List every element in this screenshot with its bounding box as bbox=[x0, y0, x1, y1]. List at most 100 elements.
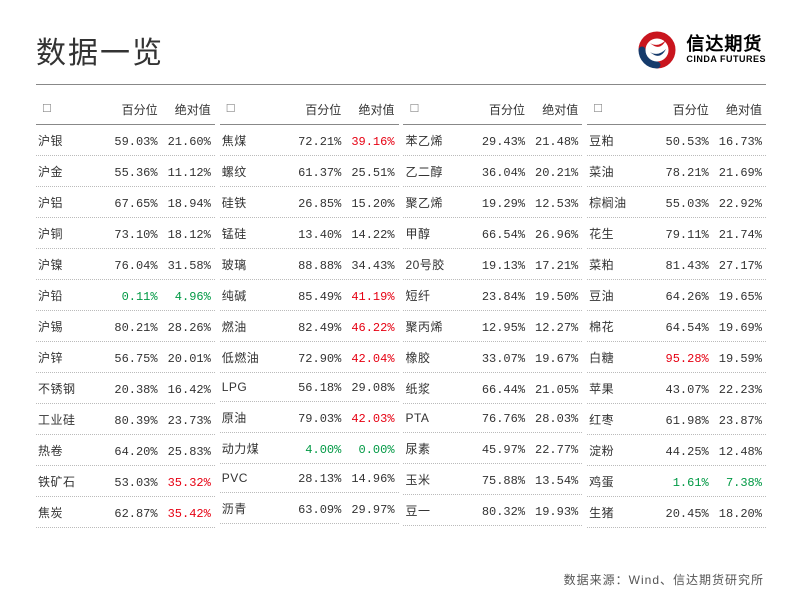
row-percentile: 23.84% bbox=[468, 290, 525, 304]
row-percentile: 44.25% bbox=[652, 445, 709, 459]
table-row: 动力煤4.00%0.00% bbox=[220, 433, 399, 464]
row-absolute: 0.00% bbox=[341, 443, 398, 457]
table-row: 燃油82.49%46.22% bbox=[220, 311, 399, 342]
row-absolute: 13.54% bbox=[525, 474, 582, 488]
row-absolute: 22.92% bbox=[709, 197, 766, 211]
row-name: 豆粕 bbox=[587, 132, 651, 149]
table-row: 橡胶33.07%19.67% bbox=[403, 342, 582, 373]
table-row: 纸浆66.44%21.05% bbox=[403, 373, 582, 404]
row-percentile: 55.36% bbox=[100, 166, 157, 180]
row-name: 低燃油 bbox=[220, 349, 284, 366]
table-row: PTA76.76%28.03% bbox=[403, 404, 582, 433]
table-row: 沪铝67.65%18.94% bbox=[36, 187, 215, 218]
row-name: 棉花 bbox=[587, 318, 651, 335]
logo-cn: 信达期货 bbox=[686, 35, 766, 55]
row-absolute: 35.32% bbox=[158, 476, 215, 490]
row-absolute: 23.73% bbox=[158, 414, 215, 428]
header-percentile: 百分位 bbox=[100, 101, 157, 118]
column-header: 百分位绝对值 bbox=[36, 95, 215, 125]
table-row: LPG56.18%29.08% bbox=[220, 373, 399, 402]
row-name: 红枣 bbox=[587, 411, 651, 428]
row-absolute: 15.20% bbox=[341, 197, 398, 211]
row-absolute: 22.23% bbox=[709, 383, 766, 397]
row-absolute: 29.97% bbox=[341, 503, 398, 517]
header-rule bbox=[36, 84, 766, 85]
row-percentile: 55.03% bbox=[652, 197, 709, 211]
row-name: 聚丙烯 bbox=[403, 318, 467, 335]
table-row: 玻璃88.88%34.43% bbox=[220, 249, 399, 280]
row-name: 鸡蛋 bbox=[587, 473, 651, 490]
table-row: 短纤23.84%19.50% bbox=[403, 280, 582, 311]
table-row: 玉米75.88%13.54% bbox=[403, 464, 582, 495]
data-source-footer: 数据来源：Wind、信达期货研究所 bbox=[564, 571, 764, 588]
data-columns: 百分位绝对值沪银59.03%21.60%沪金55.36%11.12%沪铝67.6… bbox=[36, 95, 766, 528]
row-name: 玻璃 bbox=[220, 256, 284, 273]
row-percentile: 12.95% bbox=[468, 321, 525, 335]
row-name: 乙二醇 bbox=[403, 163, 467, 180]
header-percentile: 百分位 bbox=[468, 101, 525, 118]
row-name: 苯乙烯 bbox=[403, 132, 467, 149]
row-percentile: 78.21% bbox=[652, 166, 709, 180]
header-absolute: 绝对值 bbox=[525, 101, 582, 118]
header: 数据一览 信达期货 CINDA FUTURES bbox=[36, 28, 766, 72]
table-row: 沪金55.36%11.12% bbox=[36, 156, 215, 187]
table-row: 苯乙烯29.43%21.48% bbox=[403, 125, 582, 156]
row-name: 原油 bbox=[220, 409, 284, 426]
row-absolute: 22.77% bbox=[525, 443, 582, 457]
row-percentile: 75.88% bbox=[468, 474, 525, 488]
table-row: 沪铅0.11%4.96% bbox=[36, 280, 215, 311]
table-row: 聚乙烯19.29%12.53% bbox=[403, 187, 582, 218]
row-name: 工业硅 bbox=[36, 411, 100, 428]
table-row: 工业硅80.39%23.73% bbox=[36, 404, 215, 435]
table-row: 沪铜73.10%18.12% bbox=[36, 218, 215, 249]
row-name: 硅铁 bbox=[220, 194, 284, 211]
row-name: 菜油 bbox=[587, 163, 651, 180]
table-row: 热卷64.20%25.83% bbox=[36, 435, 215, 466]
row-percentile: 79.03% bbox=[284, 412, 341, 426]
table-row: 沪银59.03%21.60% bbox=[36, 125, 215, 156]
row-absolute: 12.53% bbox=[525, 197, 582, 211]
row-name: 动力煤 bbox=[220, 440, 284, 457]
table-row: PVC28.13%14.96% bbox=[220, 464, 399, 493]
row-name: 沪金 bbox=[36, 163, 100, 180]
row-absolute: 42.04% bbox=[341, 352, 398, 366]
table-row: 鸡蛋1.61%7.38% bbox=[587, 466, 766, 497]
table-row: 聚丙烯12.95%12.27% bbox=[403, 311, 582, 342]
table-row: 原油79.03%42.03% bbox=[220, 402, 399, 433]
table-row: 白糖95.28%19.59% bbox=[587, 342, 766, 373]
row-percentile: 79.11% bbox=[652, 228, 709, 242]
column-header: 百分位绝对值 bbox=[587, 95, 766, 125]
row-absolute: 46.22% bbox=[341, 321, 398, 335]
row-absolute: 21.60% bbox=[158, 135, 215, 149]
row-absolute: 23.87% bbox=[709, 414, 766, 428]
row-name: 花生 bbox=[587, 225, 651, 242]
row-percentile: 76.04% bbox=[100, 259, 157, 273]
data-column: 百分位绝对值沪银59.03%21.60%沪金55.36%11.12%沪铝67.6… bbox=[36, 95, 215, 528]
row-name: 沥青 bbox=[220, 500, 284, 517]
row-percentile: 56.75% bbox=[100, 352, 157, 366]
row-name: 燃油 bbox=[220, 318, 284, 335]
row-absolute: 35.42% bbox=[158, 507, 215, 521]
data-column: 百分位绝对值苯乙烯29.43%21.48%乙二醇36.04%20.21%聚乙烯1… bbox=[403, 95, 582, 528]
table-row: 焦炭62.87%35.42% bbox=[36, 497, 215, 528]
row-percentile: 28.13% bbox=[284, 472, 341, 486]
row-percentile: 73.10% bbox=[100, 228, 157, 242]
table-row: 苹果43.07%22.23% bbox=[587, 373, 766, 404]
row-absolute: 14.96% bbox=[341, 472, 398, 486]
row-percentile: 67.65% bbox=[100, 197, 157, 211]
row-percentile: 36.04% bbox=[468, 166, 525, 180]
header-name bbox=[587, 101, 651, 118]
row-percentile: 64.54% bbox=[652, 321, 709, 335]
row-absolute: 16.42% bbox=[158, 383, 215, 397]
row-name: 不锈钢 bbox=[36, 380, 100, 397]
row-name: 纯碱 bbox=[220, 287, 284, 304]
row-absolute: 14.22% bbox=[341, 228, 398, 242]
row-percentile: 62.87% bbox=[100, 507, 157, 521]
row-percentile: 26.85% bbox=[284, 197, 341, 211]
row-name: LPG bbox=[220, 380, 284, 394]
row-absolute: 18.12% bbox=[158, 228, 215, 242]
table-row: 螺纹61.37%25.51% bbox=[220, 156, 399, 187]
row-name: 橡胶 bbox=[403, 349, 467, 366]
row-percentile: 72.90% bbox=[284, 352, 341, 366]
table-row: 红枣61.98%23.87% bbox=[587, 404, 766, 435]
